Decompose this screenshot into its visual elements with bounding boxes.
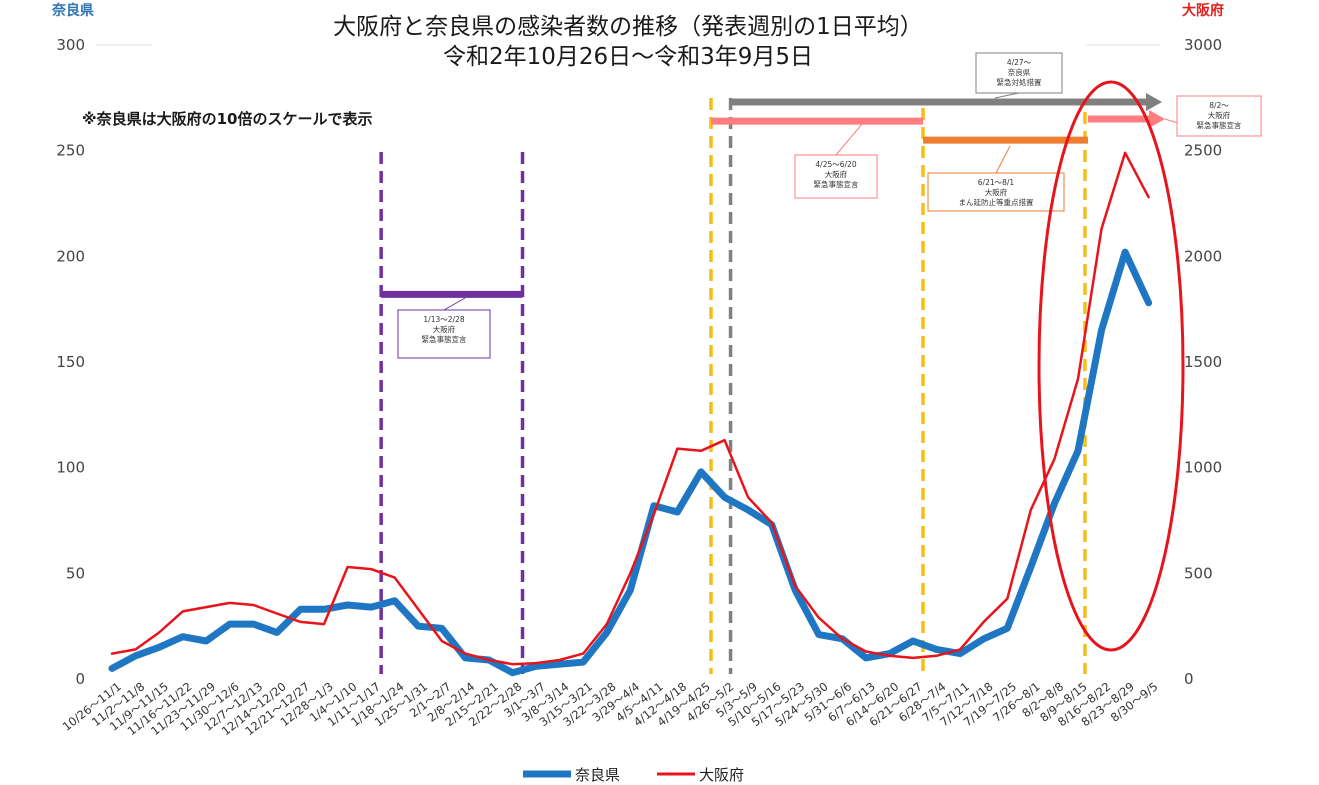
period-arrows [381,93,1165,298]
series-line-0 [108,248,1153,677]
callout-text-0-0: 1/13～2/28 [423,315,464,324]
callout-text-4-1: 大阪府 [1208,110,1231,120]
callout-box-1 [794,154,878,199]
right-y-tick-1: 500 [1184,564,1213,582]
period-callouts: 1/13～2/28大阪府緊急事態宣言4/25～6/20大阪府緊急事態宣言4/27… [397,52,1262,359]
x-ticks: 10/26～11/111/2～11/811/9～11/1511/16～11/22… [60,679,1161,738]
right-y-tick-3: 1500 [1184,353,1222,371]
callout-leader-0 [443,297,466,311]
left-axis-label: 奈良県 [51,2,94,19]
left-y-tick-1: 50 [66,564,85,582]
scale-note: ※奈良県は大阪府の10倍のスケールで表示 [82,110,372,128]
callout-box-0 [397,309,491,359]
series-line-1 [110,151,1150,666]
series-lines [108,151,1153,677]
legend-label-0: 奈良県 [575,766,620,784]
callout-text-3-0: 6/21～8/1 [978,178,1015,187]
callout-text-2-0: 4/27～ [1007,58,1032,67]
left-y-tick-6: 300 [56,36,85,54]
right-y-tick-0: 0 [1184,670,1194,688]
period-arrow-head-2 [1146,93,1162,112]
legend-label-1: 大阪府 [699,766,744,784]
left-y-tick-5: 250 [56,142,85,160]
highlight-ellipse [1037,80,1185,652]
callout-text-1-1: 大阪府 [825,169,848,179]
left-y-tick-2: 100 [56,459,85,477]
left-y-tick-3: 150 [56,353,85,371]
callout-text-0-2: 緊急事態宣言 [422,334,467,344]
callout-text-4-0: 8/2～ [1209,101,1229,110]
left-y-tick-0: 0 [75,670,85,688]
callout-text-1-2: 緊急事態宣言 [814,179,859,189]
callout-text-2-1: 奈良県 [1008,67,1031,77]
callout-text-4-2: 緊急事態宣言 [1197,120,1242,130]
callout-text-3-1: 大阪府 [985,187,1008,197]
chart-title: 大阪府と奈良県の感染者数の推移（発表週別の1日平均） 令和2年10月26日～令和… [333,14,923,70]
callout-box-2 [975,52,1063,94]
callout-leader-2 [994,92,1020,99]
period-arrow-head-4 [1149,109,1165,128]
right-y-ticks: 0 500 1000 1500 2000 2500 3000 [1184,36,1222,688]
callout-text-3-2: まん延防止等重点措置 [959,197,1034,207]
right-axis-label: 大阪府 [1182,2,1224,19]
right-y-tick-4: 2000 [1184,247,1222,265]
right-y-tick-2: 1000 [1184,459,1222,477]
callout-box-3 [927,172,1065,212]
right-y-tick-5: 2500 [1184,142,1222,160]
callout-leader-3 [995,145,1011,174]
chart-title-line-1: 大阪府と奈良県の感染者数の推移（発表週別の1日平均） [333,14,923,40]
callout-box-4 [1176,95,1262,137]
period-markers [379,98,1087,674]
legend: 奈良県 大阪府 [523,766,744,784]
left-y-ticks: 0 50 100 150 200 250 300 [56,36,85,688]
left-y-tick-4: 200 [56,247,85,265]
right-y-tick-6: 3000 [1184,36,1222,54]
callout-leader-1 [835,123,863,156]
callout-text-0-1: 大阪府 [433,324,456,334]
callout-text-1-0: 4/25～6/20 [815,160,856,169]
callout-text-2-2: 緊急対処措置 [997,77,1042,87]
chart-title-line-2: 令和2年10月26日～令和3年9月5日 [443,44,813,70]
